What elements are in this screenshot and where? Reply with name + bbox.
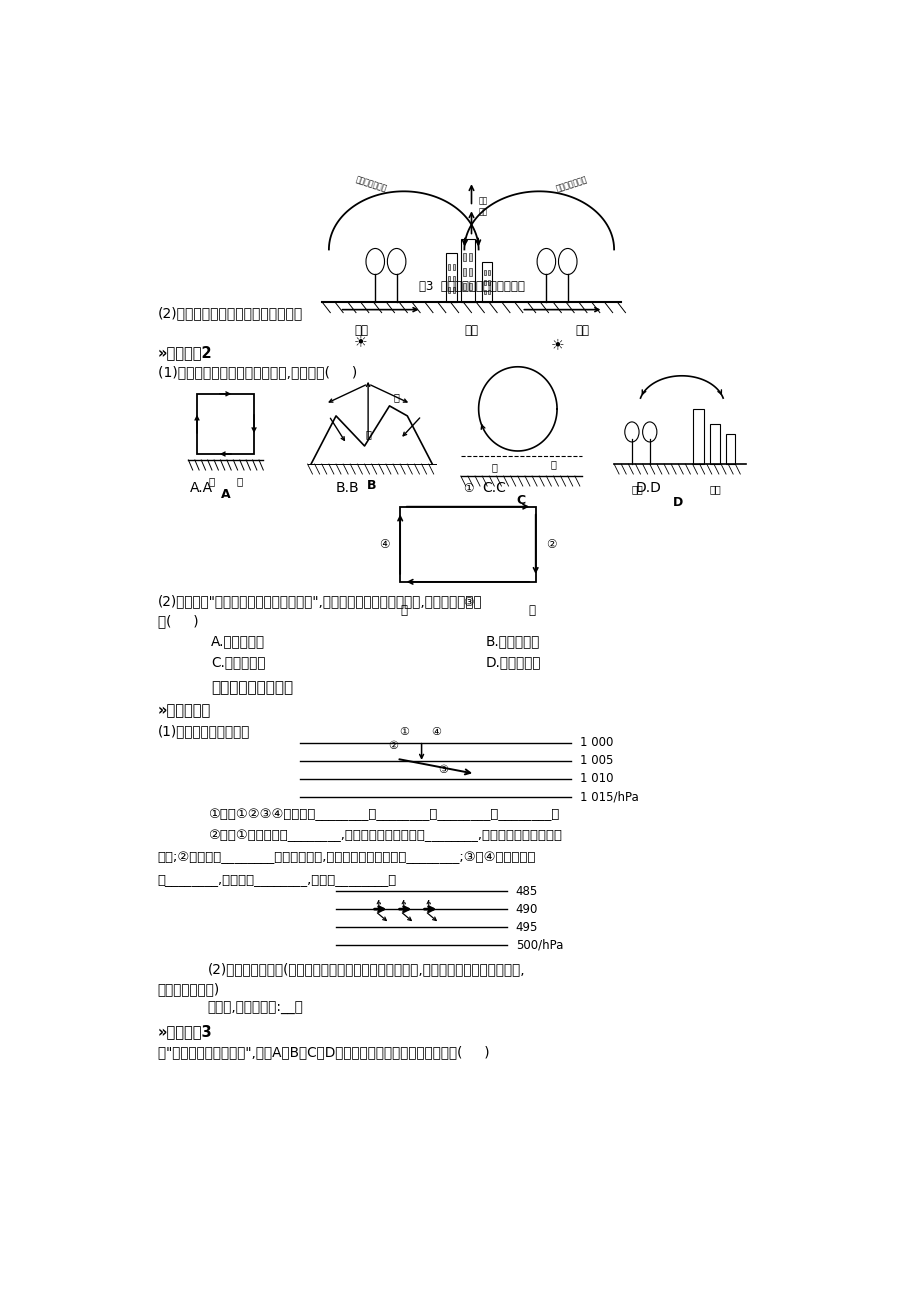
Text: D.D: D.D <box>635 480 661 495</box>
Bar <box>447 276 449 281</box>
Bar <box>400 506 535 582</box>
Text: 由郊区流向市区: 由郊区流向市区 <box>554 174 587 193</box>
Text: 三、大气的水平运动: 三、大气的水平运动 <box>211 681 293 695</box>
Text: 500/hPa: 500/hPa <box>516 939 562 952</box>
Bar <box>482 262 492 302</box>
Text: »巩固练习3: »巩固练习3 <box>158 1025 212 1039</box>
Text: 海: 海 <box>550 460 556 469</box>
Text: ④: ④ <box>379 538 389 551</box>
Bar <box>483 289 485 294</box>
Bar <box>469 283 471 290</box>
Bar <box>483 280 485 285</box>
Text: ③: ③ <box>462 596 472 609</box>
Text: ②: ② <box>388 741 398 751</box>
Text: D: D <box>673 496 683 509</box>
Bar <box>452 288 455 293</box>
Text: 市区: 市区 <box>709 484 720 493</box>
Bar <box>483 271 485 275</box>
Text: ☀: ☀ <box>550 337 563 352</box>
Text: 山: 山 <box>393 392 399 402</box>
Text: 程度;②的大小受________的影响比较大,它与风向的位置关系是________;③与④的位置关系: 程度;②的大小受________的影响比较大,它与风向的位置关系是_______… <box>158 852 536 865</box>
Text: 485: 485 <box>516 884 538 897</box>
Text: ①图中①②③④分别表示________、________、________、________。: ①图中①②③④分别表示________、________、________、__… <box>208 807 559 820</box>
Text: »巩固练习2: »巩固练习2 <box>158 345 212 359</box>
Text: 490: 490 <box>516 902 538 915</box>
Text: A: A <box>221 488 230 501</box>
Text: 图3  市区与郊区之间的热力环流: 图3 市区与郊区之间的热力环流 <box>418 280 524 293</box>
Text: A.白天的海风: A.白天的海风 <box>211 634 265 648</box>
Bar <box>709 424 720 464</box>
Text: 是________,它只改变________,不改变________。: 是________,它只改变________,不改变________。 <box>158 874 397 887</box>
Text: (1)北半球近地面风向图: (1)北半球近地面风向图 <box>158 725 250 738</box>
Text: ③: ③ <box>437 764 448 775</box>
Bar <box>460 240 474 302</box>
Text: (2)为什么市区的气温总是高于郊区？: (2)为什么市区的气温总是高于郊区？ <box>158 307 302 320</box>
Text: 1 000: 1 000 <box>579 736 613 749</box>
Text: ☀: ☀ <box>354 333 368 349</box>
Text: 郊区: 郊区 <box>630 484 642 493</box>
Text: 陆: 陆 <box>491 462 496 473</box>
Text: C: C <box>516 495 526 506</box>
Text: 市区: 市区 <box>464 324 478 337</box>
Bar <box>692 409 703 464</box>
Text: 上升
气流: 上升 气流 <box>478 197 487 216</box>
Text: ④: ④ <box>430 727 440 737</box>
Text: (2)若右面为"海滨地区海陆风模式示意图",且甲表示海洋、乙表示陆地,则此图所示情形: (2)若右面为"海滨地区海陆风模式示意图",且甲表示海洋、乙表示陆地,则此图所示… <box>158 594 482 608</box>
Text: 谷: 谷 <box>365 428 370 439</box>
Text: ②图中①是风形成的________,与等压线的位置关系是________,其大小取决于等压线的: ②图中①是风形成的________,与等压线的位置关系是________,其大小… <box>208 829 562 842</box>
Text: ①: ① <box>398 727 408 737</box>
Text: 读"北半球某地等压线图",图中A、B、C、D四个箭头能正确表示当地风向的是(     ): 读"北半球某地等压线图",图中A、B、C、D四个箭头能正确表示当地风向的是( ) <box>158 1046 489 1060</box>
Text: ②: ② <box>545 538 556 551</box>
Bar <box>488 271 490 275</box>
Text: 读图后,你的结论是:__。: 读图后,你的结论是:__。 <box>208 1001 303 1016</box>
Text: 495: 495 <box>516 921 538 934</box>
Text: ①: ① <box>462 482 472 495</box>
Text: C.C: C.C <box>482 480 505 495</box>
Text: (1)图中四幅图表示的热力环流中,错误的是(     ): (1)图中四幅图表示的热力环流中,错误的是( ) <box>158 365 357 379</box>
Text: C.白天的陆风: C.白天的陆风 <box>211 655 266 669</box>
Bar <box>488 289 490 294</box>
Text: 粗箭头表示风向): 粗箭头表示风向) <box>158 982 220 996</box>
Text: B: B <box>367 479 376 492</box>
Text: B.夜晚的海风: B.夜晚的海风 <box>485 634 539 648</box>
Text: 1 015/hPa: 1 015/hPa <box>579 790 638 803</box>
Text: 郊区: 郊区 <box>354 324 368 337</box>
Text: 甲: 甲 <box>400 604 407 617</box>
Text: 为(     ): 为( ) <box>158 615 199 629</box>
Bar <box>462 268 465 276</box>
Bar <box>447 288 449 293</box>
Bar <box>452 264 455 270</box>
Text: 由郊区流向市区: 由郊区流向市区 <box>355 174 388 193</box>
Bar <box>446 254 457 302</box>
Text: 1 010: 1 010 <box>579 772 613 785</box>
Text: »重难点突破: »重难点突破 <box>158 703 210 719</box>
Text: 冷: 冷 <box>236 477 243 486</box>
Bar <box>197 393 254 454</box>
Bar <box>452 276 455 281</box>
Bar <box>469 268 471 276</box>
Text: 乙: 乙 <box>528 604 535 617</box>
Text: D.夜晚的陆风: D.夜晚的陆风 <box>485 655 540 669</box>
Bar <box>462 253 465 260</box>
Text: B.B: B.B <box>335 480 359 495</box>
Text: 热: 热 <box>208 477 214 486</box>
Text: A.A: A.A <box>189 480 213 495</box>
Bar <box>462 283 465 290</box>
Bar <box>725 434 734 464</box>
Bar <box>447 264 449 270</box>
Bar <box>469 253 471 260</box>
Text: 郊区: 郊区 <box>574 324 588 337</box>
Bar <box>488 280 490 285</box>
Text: (2)北半球高空风向(图中细虚线箭头表示水平气压梯度力,细实线箭头表示地转偏向力,: (2)北半球高空风向(图中细虚线箭头表示水平气压梯度力,细实线箭头表示地转偏向力… <box>208 962 525 976</box>
Text: 1 005: 1 005 <box>579 754 613 767</box>
